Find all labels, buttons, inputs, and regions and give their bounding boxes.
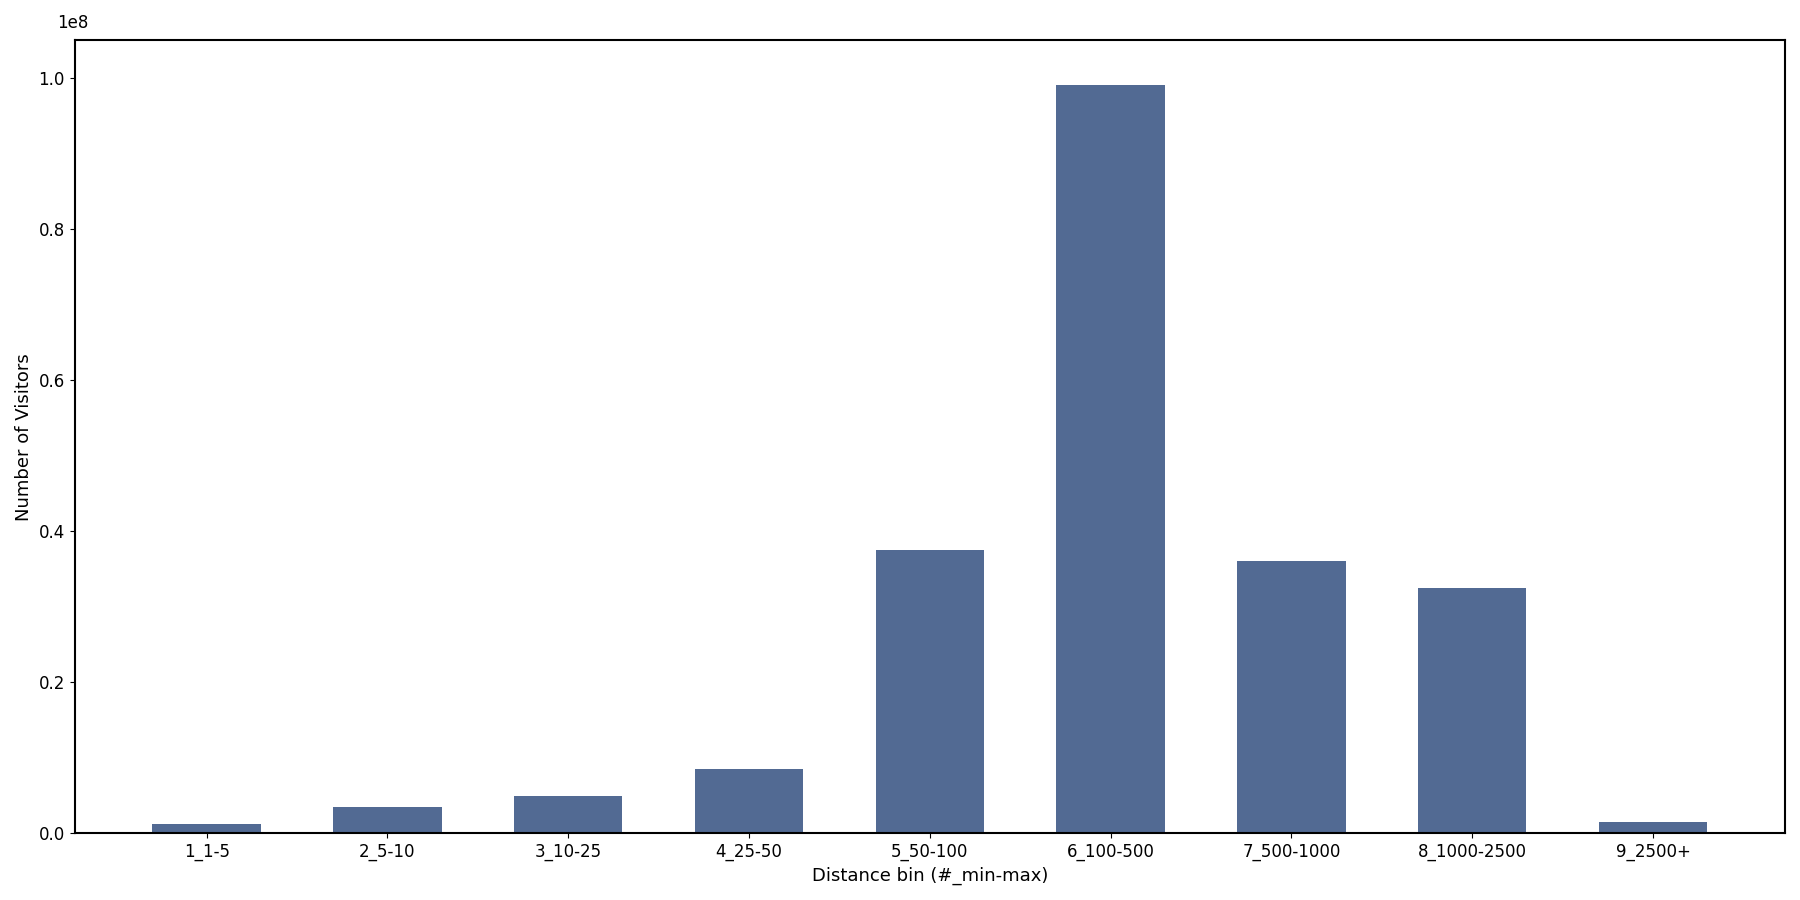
Bar [1598, 822, 1706, 833]
Bar [1237, 562, 1346, 833]
Bar [1057, 86, 1165, 833]
Bar [515, 796, 623, 833]
Text: 1e8: 1e8 [58, 14, 88, 32]
Bar [333, 807, 441, 833]
X-axis label: Distance bin (#_min-max): Distance bin (#_min-max) [812, 867, 1048, 885]
Y-axis label: Number of Visitors: Number of Visitors [14, 353, 32, 520]
Bar [695, 770, 803, 833]
Bar [153, 824, 261, 833]
Bar [1418, 588, 1526, 833]
Bar [875, 550, 985, 833]
